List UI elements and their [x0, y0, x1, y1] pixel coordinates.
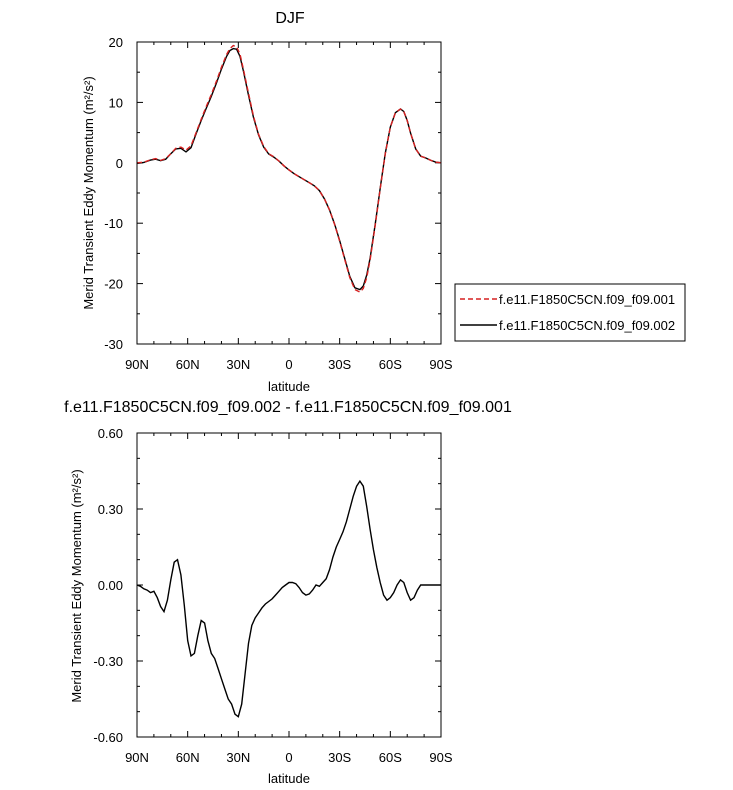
top-x-axis-label: latitude [268, 379, 310, 394]
y-tick-label: 20 [109, 35, 123, 50]
bottom-y-axis-label: Merid Transient Eddy Momentum (m²/s²) [69, 469, 84, 702]
y-tick-label: 0.30 [98, 502, 123, 517]
y-tick-label: 0.00 [98, 578, 123, 593]
x-tick-label: 60S [379, 750, 402, 765]
bottom-panel: f.e11.F1850C5CN.f09_f09.002 - f.e11.F185… [64, 399, 512, 786]
y-tick-label: -0.60 [93, 730, 123, 745]
x-tick-label: 30N [226, 750, 250, 765]
bottom-axes-ticks: 90N 60N 30N 0 30S 60S 90S 0.60 0.30 0.00 -0.30 -0.6… [93, 426, 453, 765]
legend-label-001: f.e11.F1850C5CN.f09_f09.001 [499, 292, 675, 307]
bottom-series-lines [136, 479, 441, 718]
x-tick-label: 0 [285, 750, 292, 765]
x-tick-label: 30N [226, 357, 250, 372]
top-chart-title: DJF [275, 10, 305, 27]
bottom-plot-frame [136, 432, 442, 738]
legend-label-002: f.e11.F1850C5CN.f09_f09.002 [499, 318, 675, 333]
top-y-axis-label: Merid Transient Eddy Momentum (m²/s²) [81, 76, 96, 309]
x-tick-label: 60N [176, 357, 200, 372]
x-tick-label: 90N [125, 750, 149, 765]
x-tick-label: 60S [379, 357, 402, 372]
top-plot-frame [136, 41, 442, 345]
y-tick-label: -0.30 [93, 654, 123, 669]
top-axes-ticks: 90N 60N 30N 0 30S 60S 90S 20 10 0 -10 -20 -30 [104, 35, 453, 372]
legend-box [454, 283, 686, 342]
y-tick-label: 0 [116, 156, 123, 171]
bottom-x-axis-label: latitude [268, 771, 310, 786]
y-tick-label: -20 [104, 277, 123, 292]
x-tick-label: 30S [328, 750, 351, 765]
top-series-lines [136, 44, 442, 293]
x-tick-label: 30S [328, 357, 351, 372]
legend: f.e11.F1850C5CN.f09_f09.001 f.e11.F1850C… [454, 283, 686, 342]
y-tick-label: 0.60 [98, 426, 123, 441]
y-tick-label: 10 [109, 95, 123, 110]
y-tick-label: -10 [104, 216, 123, 231]
y-tick-label: -30 [104, 337, 123, 352]
series-line-001 [136, 44, 442, 293]
top-panel: DJF 90N 60N 30N 0 30S 60S 90S 20 10 0 -10 -20 -30 la… [81, 10, 686, 394]
x-tick-label: 0 [285, 357, 292, 372]
bottom-chart-title: f.e11.F1850C5CN.f09_f09.002 - f.e11.F185… [64, 399, 512, 416]
x-tick-label: 60N [176, 750, 200, 765]
x-tick-label: 90S [429, 750, 452, 765]
difference-line [136, 479, 441, 718]
x-tick-label: 90N [125, 357, 149, 372]
x-tick-label: 90S [429, 357, 452, 372]
